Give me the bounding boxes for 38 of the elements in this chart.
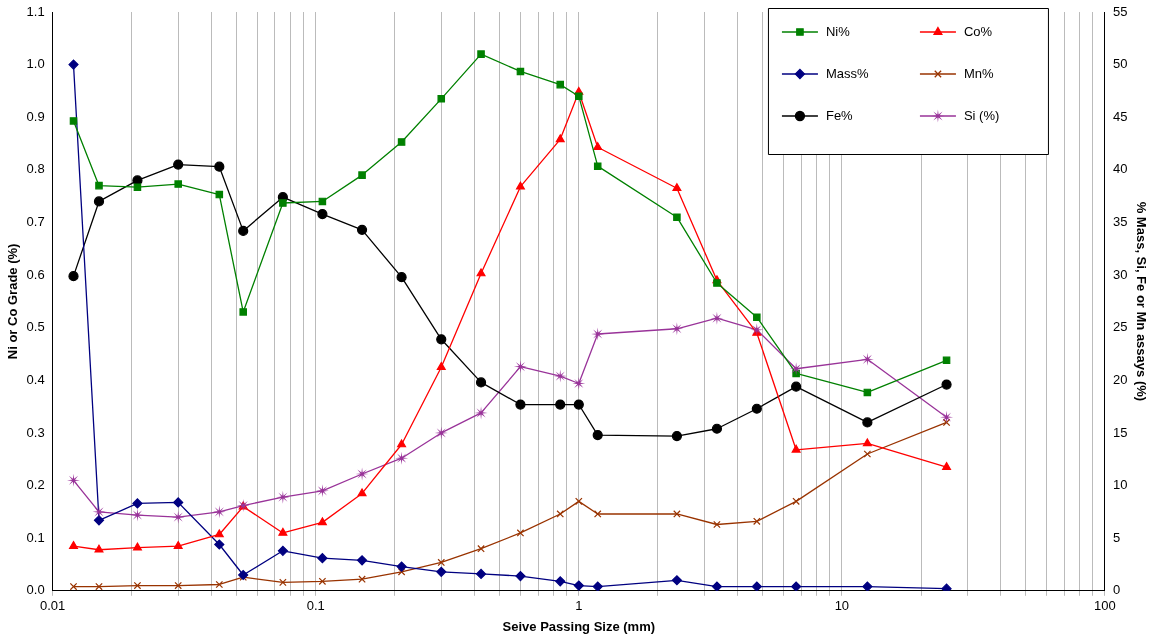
y-tick-label: 1.1 (26, 3, 45, 19)
y-tick-label: 0.8 (26, 161, 45, 177)
y-tick-label: 0.4 (26, 371, 45, 387)
y2-axis-title: % Mass, Si, Fe or Mn assays (%) (1133, 201, 1149, 402)
x-tick-label: 0.1 (306, 598, 325, 614)
legend-label: Mass% (825, 65, 869, 81)
y-tick-label: 1.0 (26, 56, 45, 72)
x-tick-label: 100 (1094, 598, 1116, 614)
y2-tick-label: 10 (1112, 477, 1128, 493)
y-tick-label: 0.1 (26, 529, 45, 545)
legend-label: Ni% (825, 23, 851, 39)
y2-tick-label: 25 (1112, 319, 1128, 335)
y2-tick-label: 0 (1112, 582, 1121, 598)
legend-label: Co% (963, 23, 993, 39)
legend-label: Mn% (963, 65, 994, 81)
x-axis-title: Seive Passing Size (mm) (502, 618, 656, 634)
y-tick-label: 0.2 (26, 477, 45, 493)
y2-tick-label: 20 (1112, 371, 1128, 387)
y-tick-label: 0.3 (26, 424, 45, 440)
y-tick-label: 0.9 (26, 108, 45, 124)
y2-tick-label: 45 (1112, 108, 1128, 124)
y2-tick-label: 40 (1112, 161, 1128, 177)
y2-tick-label: 15 (1112, 424, 1128, 440)
y-tick-label: 0.7 (26, 214, 45, 230)
y2-tick-label: 50 (1112, 56, 1128, 72)
y-tick-label: 0.5 (26, 319, 45, 335)
x-tick-label: 1 (575, 598, 583, 614)
y-tick-label: 0.6 (26, 266, 45, 282)
x-tick-label: 10 (834, 598, 850, 614)
x-tick-label: 0.01 (40, 598, 66, 614)
y2-tick-label: 5 (1112, 529, 1121, 545)
y-tick-label: 0.0 (26, 582, 45, 598)
y2-tick-label: 55 (1112, 3, 1128, 19)
legend-label: Fe% (825, 107, 854, 123)
y2-tick-label: 30 (1112, 266, 1128, 282)
legend-label: Si (%) (963, 107, 1000, 123)
y-axis-title: Ni or Co Grade (%) (5, 243, 21, 360)
y2-tick-label: 35 (1112, 214, 1128, 230)
